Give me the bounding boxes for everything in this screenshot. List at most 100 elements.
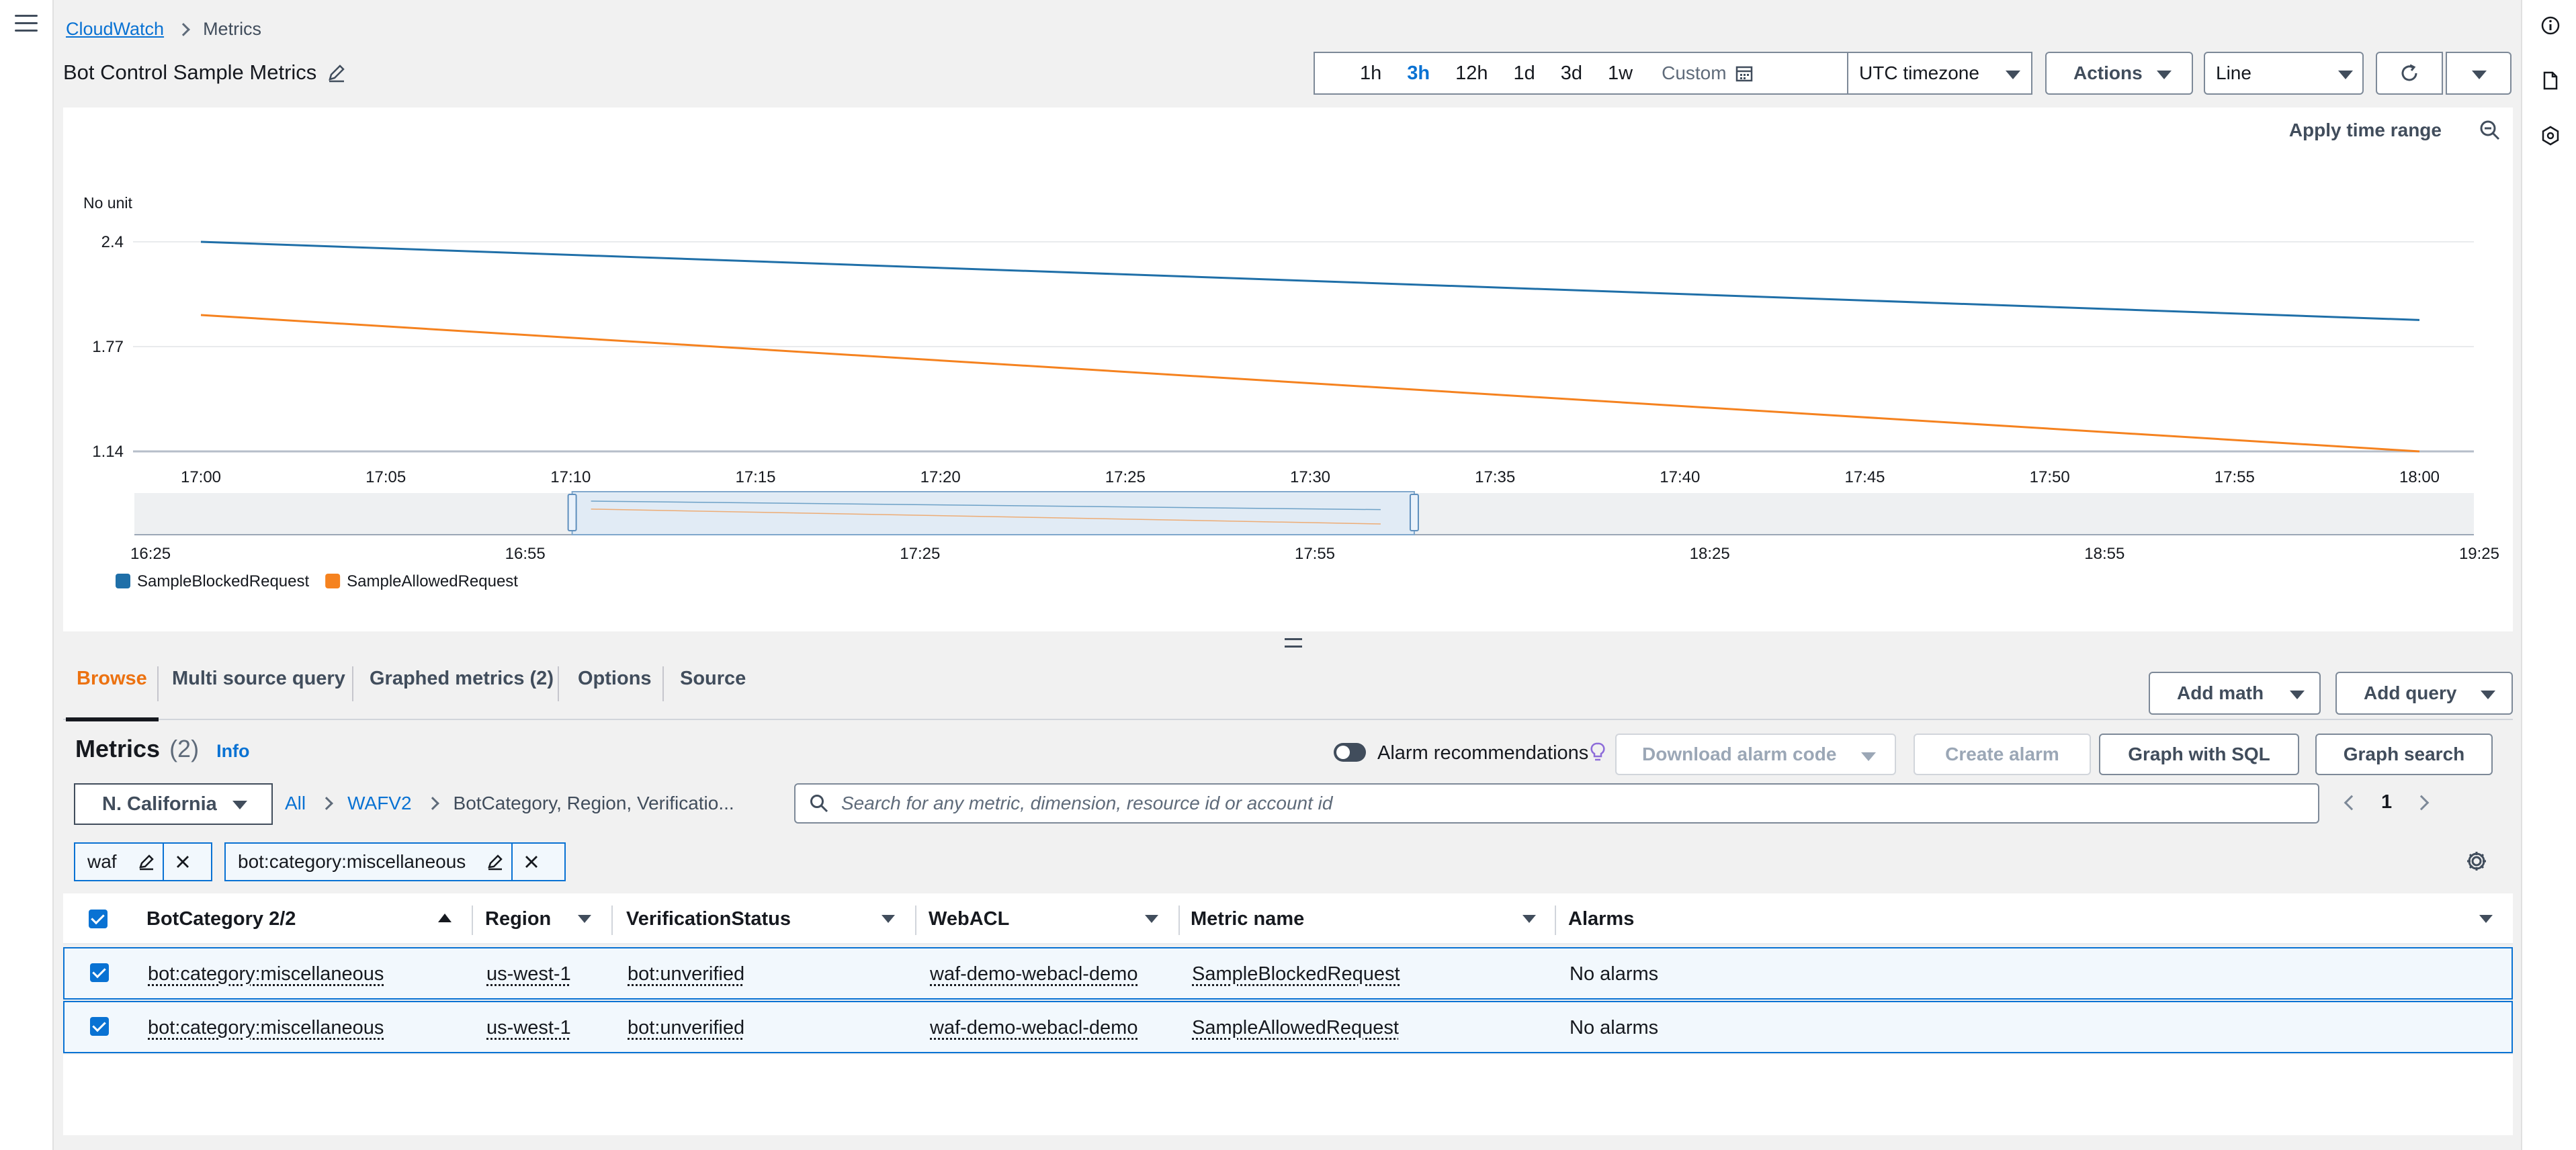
download-alarm-code-label: Download alarm code bbox=[1642, 744, 1837, 764]
refresh-button[interactable] bbox=[2376, 52, 2443, 95]
cell-verificationstatus[interactable]: bot:unverified bbox=[628, 963, 745, 985]
remove-filter-icon[interactable] bbox=[511, 844, 550, 880]
browse-all-link[interactable]: All bbox=[285, 793, 306, 813]
metric-search-input[interactable]: Search for any metric, dimension, resour… bbox=[794, 783, 2319, 824]
tab-options[interactable]: Options bbox=[578, 668, 652, 689]
add-math-label: Add math bbox=[2177, 682, 2264, 703]
menu-icon[interactable] bbox=[15, 15, 38, 32]
tab-graphed-metrics[interactable]: Graphed metrics (2) bbox=[370, 668, 554, 689]
graph-type-select[interactable]: Line bbox=[2204, 52, 2364, 95]
row-checkbox[interactable] bbox=[90, 963, 109, 982]
column-header-alarms[interactable]: Alarms bbox=[1568, 908, 1635, 930]
cell-alarms: No alarms bbox=[1570, 963, 1659, 985]
cell-webacl[interactable]: waf-demo-webacl-demo bbox=[930, 1017, 1138, 1038]
cell-verificationstatus[interactable]: bot:unverified bbox=[628, 1017, 745, 1038]
edit-filter-icon[interactable] bbox=[479, 844, 511, 880]
range-3d[interactable]: 3d bbox=[1560, 62, 1583, 84]
time-range-selector: 1h 3h 12h 1d 3d 1w Custom bbox=[1314, 52, 1936, 95]
custom-label: Custom bbox=[1662, 62, 1727, 83]
x-tick-label: 17:50 bbox=[2030, 468, 2070, 486]
edit-pencil-icon[interactable] bbox=[326, 62, 347, 83]
alarm-recommendations-toggle[interactable] bbox=[1334, 743, 1366, 762]
legend-label: SampleAllowedRequest bbox=[347, 572, 518, 590]
range-1w[interactable]: 1w bbox=[1608, 62, 1633, 84]
create-alarm-button[interactable]: Create alarm bbox=[1914, 734, 2091, 775]
navigator-tick-label: 16:55 bbox=[505, 545, 546, 563]
resize-handle[interactable] bbox=[1285, 638, 1302, 648]
range-12h[interactable]: 12h bbox=[1455, 62, 1488, 84]
timezone-select[interactable]: UTC timezone bbox=[1847, 52, 2032, 95]
filter-token-waf: waf bbox=[74, 842, 212, 881]
settings-gear-icon[interactable] bbox=[2464, 849, 2489, 873]
navigator-tick-label: 17:55 bbox=[1295, 545, 1335, 563]
range-1d[interactable]: 1d bbox=[1513, 62, 1535, 84]
series-line-SampleAllowedRequest bbox=[200, 314, 2420, 453]
graph-with-sql-label: Graph with SQL bbox=[2128, 744, 2270, 764]
title-row: Bot Control Sample Metrics bbox=[63, 60, 347, 85]
cell-botcategory[interactable]: bot:category:miscellaneous bbox=[148, 963, 384, 985]
region-select[interactable]: N. California bbox=[74, 783, 273, 825]
x-tick-label: 17:40 bbox=[1660, 468, 1700, 486]
graph-with-sql-button[interactable]: Graph with SQL bbox=[2099, 734, 2299, 775]
table-header: BotCategory 2/2 Region VerificationStatu… bbox=[63, 893, 2513, 944]
column-header-webacl[interactable]: WebACL bbox=[929, 908, 1010, 930]
cell-metric-name[interactable]: SampleBlockedRequest bbox=[1192, 963, 1400, 985]
cell-botcategory[interactable]: bot:category:miscellaneous bbox=[148, 1017, 384, 1038]
create-alarm-label: Create alarm bbox=[1945, 744, 2059, 764]
cell-region[interactable]: us-west-1 bbox=[486, 963, 571, 985]
add-query-label: Add query bbox=[2364, 682, 2457, 703]
left-nav-rail bbox=[0, 0, 54, 1150]
y-tick-label: 1.77 bbox=[92, 338, 124, 356]
sort-icon[interactable] bbox=[2479, 915, 2493, 923]
range-custom[interactable]: Custom bbox=[1645, 62, 1753, 84]
filter-token-label: bot:category:miscellaneous bbox=[238, 851, 466, 872]
info-link[interactable]: Info bbox=[216, 741, 250, 761]
file-icon[interactable] bbox=[2540, 70, 2561, 91]
next-page-icon[interactable] bbox=[2413, 795, 2430, 810]
download-alarm-code-button[interactable]: Download alarm code bbox=[1615, 734, 1896, 775]
graph-search-button[interactable]: Graph search bbox=[2315, 734, 2493, 775]
column-header-botcategory[interactable]: BotCategory 2/2 bbox=[146, 908, 296, 930]
remove-filter-icon[interactable] bbox=[162, 844, 202, 880]
sort-icon[interactable] bbox=[1522, 915, 1536, 923]
select-all-checkbox[interactable] bbox=[89, 910, 108, 928]
add-math-button[interactable]: Add math bbox=[2149, 672, 2321, 715]
apply-time-range-button[interactable]: Apply time range bbox=[2288, 120, 2442, 140]
info-icon[interactable] bbox=[2540, 15, 2561, 36]
table-row[interactable]: bot:category:miscellaneous us-west-1 bot… bbox=[63, 947, 2513, 1000]
add-query-button[interactable]: Add query bbox=[2335, 672, 2513, 715]
row-checkbox[interactable] bbox=[90, 1017, 109, 1036]
tab-multi-source-query[interactable]: Multi source query bbox=[172, 668, 345, 689]
refresh-options-button[interactable] bbox=[2446, 52, 2511, 95]
filter-token-bot-category: bot:category:miscellaneous bbox=[224, 842, 566, 881]
sort-ascending-icon[interactable] bbox=[438, 914, 452, 922]
tab-source[interactable]: Source bbox=[680, 668, 746, 689]
navigator-tick-label: 19:25 bbox=[2459, 545, 2499, 563]
cell-webacl[interactable]: waf-demo-webacl-demo bbox=[930, 963, 1138, 985]
breadcrumb-cloudwatch-link[interactable]: CloudWatch bbox=[66, 19, 165, 39]
edit-filter-icon[interactable] bbox=[130, 844, 163, 880]
y-tick-label: 2.4 bbox=[101, 233, 124, 251]
sort-icon[interactable] bbox=[578, 915, 591, 923]
page-number[interactable]: 1 bbox=[2381, 791, 2393, 813]
column-header-metric-name[interactable]: Metric name bbox=[1191, 908, 1305, 930]
column-separator bbox=[1555, 905, 1556, 935]
actions-button[interactable]: Actions bbox=[2045, 52, 2193, 95]
sort-icon[interactable] bbox=[882, 915, 895, 923]
browse-namespace-link[interactable]: WAFV2 bbox=[347, 793, 412, 813]
sort-icon[interactable] bbox=[1145, 915, 1158, 923]
table-footer-area bbox=[63, 1055, 2513, 1135]
table-row[interactable]: bot:category:miscellaneous us-west-1 bot… bbox=[63, 1001, 2513, 1053]
cell-region[interactable]: us-west-1 bbox=[486, 1017, 571, 1038]
support-icon[interactable] bbox=[2540, 125, 2561, 146]
range-3h[interactable]: 3h bbox=[1407, 62, 1430, 84]
column-header-region[interactable]: Region bbox=[485, 908, 552, 930]
y-tick-label: 1.14 bbox=[92, 443, 124, 461]
column-header-verificationstatus[interactable]: VerificationStatus bbox=[626, 908, 791, 930]
cell-metric-name[interactable]: SampleAllowedRequest bbox=[1192, 1017, 1399, 1038]
previous-page-icon[interactable] bbox=[2344, 795, 2360, 810]
tab-browse[interactable]: Browse bbox=[77, 668, 147, 689]
calendar-icon bbox=[1735, 66, 1752, 82]
zoom-out-icon[interactable] bbox=[2478, 118, 2502, 142]
range-1h[interactable]: 1h bbox=[1360, 62, 1382, 84]
